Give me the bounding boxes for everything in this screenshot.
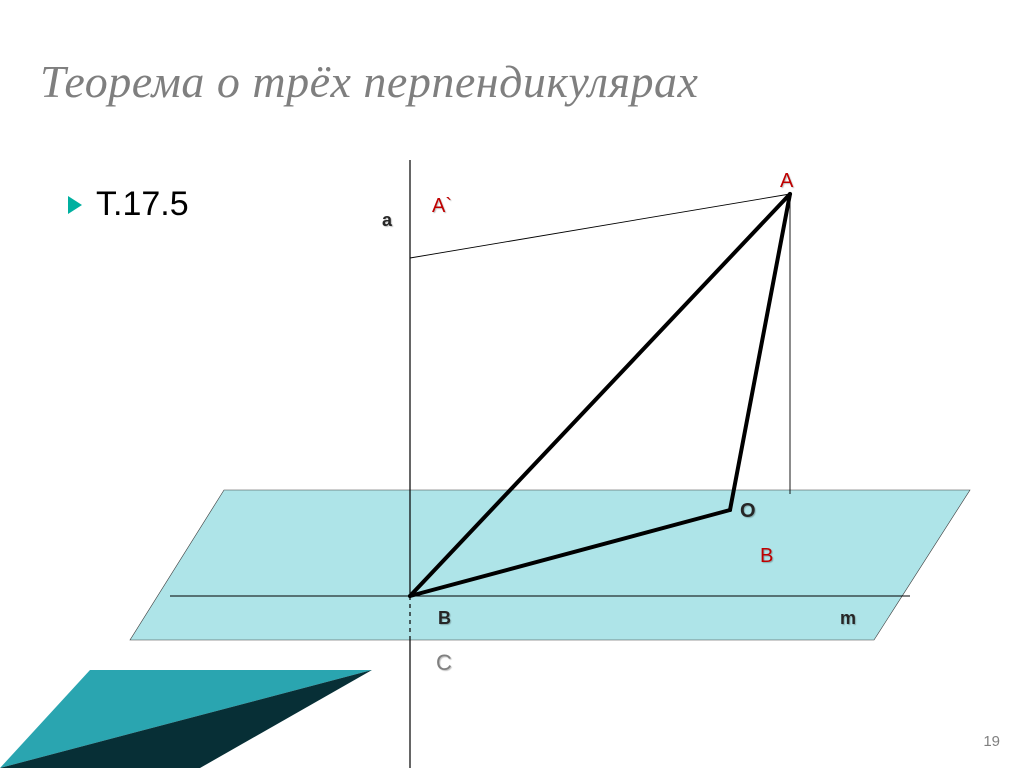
label-B_right: B (760, 545, 773, 568)
geometry-diagram (0, 0, 1024, 768)
label-A_prime: A` (432, 195, 452, 218)
slide: Теорема о трёх перпендикулярах Т.17.5 Aa… (0, 0, 1024, 768)
label-A: A (780, 170, 793, 193)
label-C: C (436, 650, 452, 676)
label-O: O (740, 500, 756, 523)
page-number: 19 (983, 733, 1000, 750)
label-m: m (840, 608, 856, 629)
label-a: a (382, 210, 392, 231)
label-B_bottom: B (438, 608, 451, 629)
